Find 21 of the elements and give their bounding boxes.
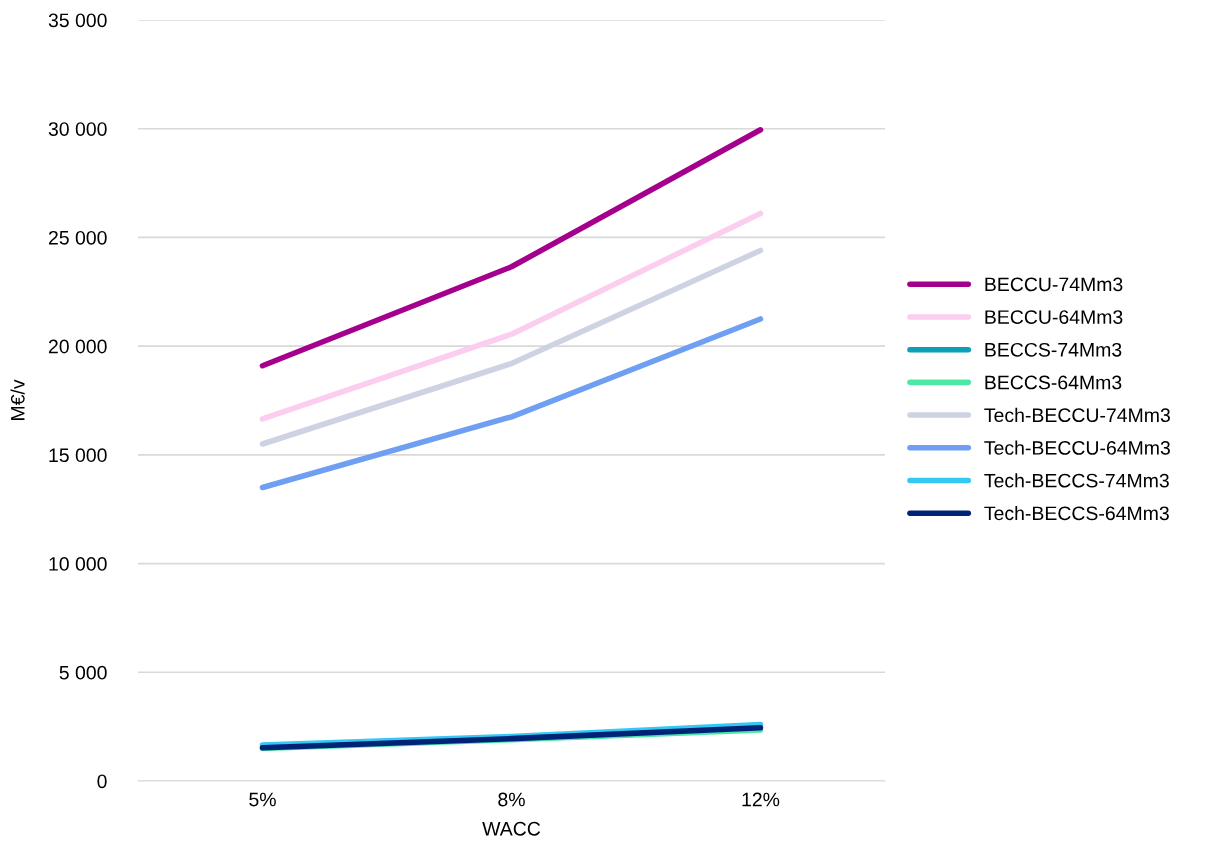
legend-label: Tech-BECCS-64Mm3 xyxy=(984,505,1169,521)
legend-label: BECCU-64Mm3 xyxy=(985,310,1123,324)
x-axis-title: WACC xyxy=(482,821,541,836)
y-tick-label: 10 000 xyxy=(49,557,107,571)
y-tick-label: 30 000 xyxy=(48,122,107,136)
legend-label: BECCS-64Mm3 xyxy=(985,375,1122,390)
y-tick-label: 0 xyxy=(97,774,107,789)
y-tick-label: 25 000 xyxy=(48,230,107,245)
x-tick-label: 8% xyxy=(498,792,525,807)
y-tick-label: 20 000 xyxy=(48,339,107,354)
x-tick-label: 12% xyxy=(742,792,780,807)
legend-label: Tech-BECCU-74Mm3 xyxy=(984,407,1170,423)
y-axis-title: M€/v xyxy=(10,379,25,420)
y-tick-label: 5 000 xyxy=(59,665,107,680)
x-tick-label: 5% xyxy=(249,792,276,807)
y-tick-label: 35 000 xyxy=(48,13,107,28)
legend-label: Tech-BECCU-64Mm3 xyxy=(984,440,1170,455)
legend-label: Tech-BECCS-74Mm3 xyxy=(984,473,1169,488)
y-tick-label: 15 000 xyxy=(49,448,107,463)
legend-label: BECCS-74Mm3 xyxy=(985,342,1122,357)
legend-label: BECCU-74Mm3 xyxy=(985,277,1123,292)
